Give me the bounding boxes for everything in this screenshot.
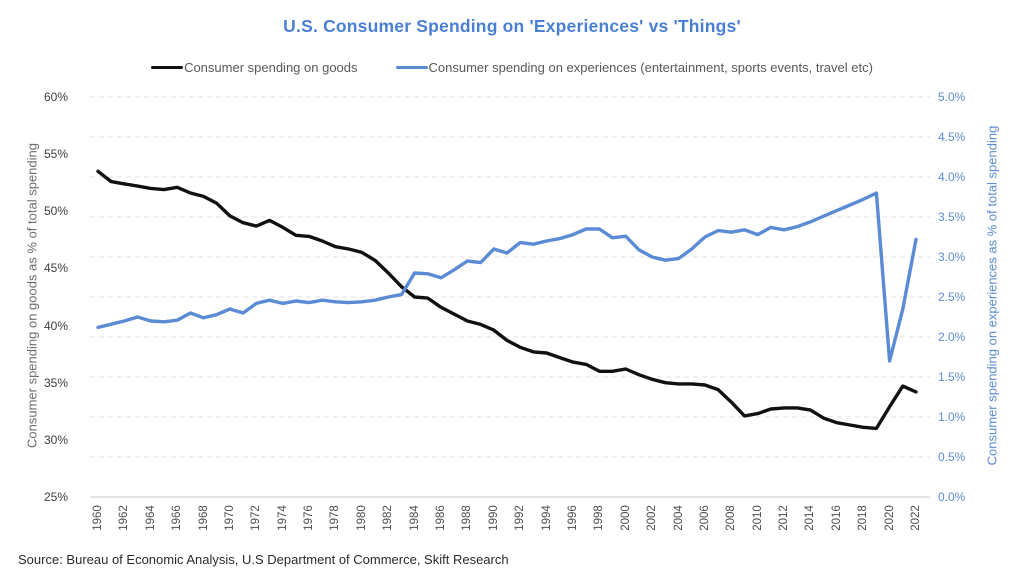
goods-line [96,169,918,431]
left-axis-tick-label: 60% [43,90,68,104]
x-axis-tick-label: 1972 [250,505,263,531]
legend: Consumer spending on goods Consumer spen… [0,60,1024,75]
x-axis-tick-label: 1990 [487,505,500,531]
left-axis-tick-label: 35% [43,375,68,390]
x-axis-tick-label: 1996 [566,505,579,531]
right-axis-tick-label: 2.5% [938,290,966,304]
left-axis-tick-label: 25% [43,490,68,504]
plot-area [90,96,930,498]
right-axis-tick-label: 2.0% [938,330,966,344]
x-axis-tick-label: 2012 [778,505,791,531]
x-axis-tick-label: 2006 [698,505,711,531]
source-note: Source: Bureau of Economic Analysis, U.S… [18,552,509,567]
right-axis-tick-label: 3.5% [938,210,966,224]
legend-label-experiences: Consumer spending on experiences (entert… [428,60,873,75]
x-axis-tick-label: 2016 [830,505,843,531]
left-axis-tick-label: 30% [43,432,68,447]
goods-line-swatch [151,65,184,70]
x-axis-tick-label: 2000 [619,505,632,531]
x-axis-tick-label: 2022 [910,505,922,531]
x-axis-tick-label: 1964 [144,505,157,531]
x-axis-tick-label: 1974 [276,505,289,531]
left-axis-ticks: 60% 55% 50% 45% 40% 35% 30% 25% [0,90,78,504]
x-axis-tick-label: 2002 [646,505,659,531]
x-axis-tick-label: 1986 [435,505,448,531]
plot-svg [90,96,930,498]
experiences-line [96,191,918,363]
x-axis-tick-label: 1968 [197,505,210,531]
right-axis-tick-label: 4.5% [938,130,966,144]
x-axis-tick-label: 1980 [355,505,368,531]
x-axis-tick-label: 1994 [540,505,553,531]
right-axis-tick-label: 1.5% [938,370,966,384]
right-axis-tick-label: 5.0% [938,90,966,104]
experiences-line-swatch [395,65,428,70]
left-axis-tick-label: 55% [43,147,68,162]
x-axis-tick-label: 1960 [92,505,104,531]
legend-label-goods: Consumer spending on goods [184,60,358,75]
right-axis-tick-label: 3.0% [938,250,966,264]
left-axis-tick-label: 50% [43,204,68,219]
x-axis-tick-label: 1992 [514,505,527,531]
x-axis-tick-label: 2008 [725,505,738,531]
x-axis-ticks: 1960 1962 1964 1966 1968 1970 1972 1974 1976 1978… [90,502,930,544]
x-axis-tick-label: 1962 [118,505,131,531]
x-axis-tick-label: 1976 [303,505,316,531]
x-axis-tick-label: 1978 [329,505,342,531]
x-axis-tick-label: 2018 [857,505,870,531]
right-axis-tick-label: 4.0% [938,170,966,184]
x-axis-tick-label: 1998 [593,505,606,531]
legend-item-goods: Consumer spending on goods [151,60,358,75]
chart-title: U.S. Consumer Spending on 'Experiences' … [283,16,741,36]
x-axis-tick-label: 2004 [672,505,685,531]
x-axis-tick-label: 1982 [382,505,395,531]
right-axis-tick-label: 0.5% [938,450,966,464]
x-axis-tick-label: 1988 [461,505,474,531]
legend-item-experiences: Consumer spending on experiences (entert… [395,60,873,75]
right-axis-tick-label: 0.0% [938,490,966,504]
left-axis-tick-label: 45% [43,261,68,276]
x-axis-tick-label: 1984 [408,505,421,531]
x-axis-tick-label: 1966 [171,505,184,531]
x-axis-tick-label: 2020 [883,505,896,531]
x-axis-tick-label: 2014 [804,505,817,531]
right-axis-tick-label: 1.0% [938,410,966,424]
x-axis-tick-label: 1970 [223,505,236,531]
left-axis-tick-label: 40% [43,318,68,333]
right-axis-ticks: 5.0% 4.5% 4.0% 3.5% 3.0% 2.5% 2.0% 1.5% 1.0% 0.5%… [938,90,998,504]
x-axis-tick-label: 2010 [751,505,764,531]
